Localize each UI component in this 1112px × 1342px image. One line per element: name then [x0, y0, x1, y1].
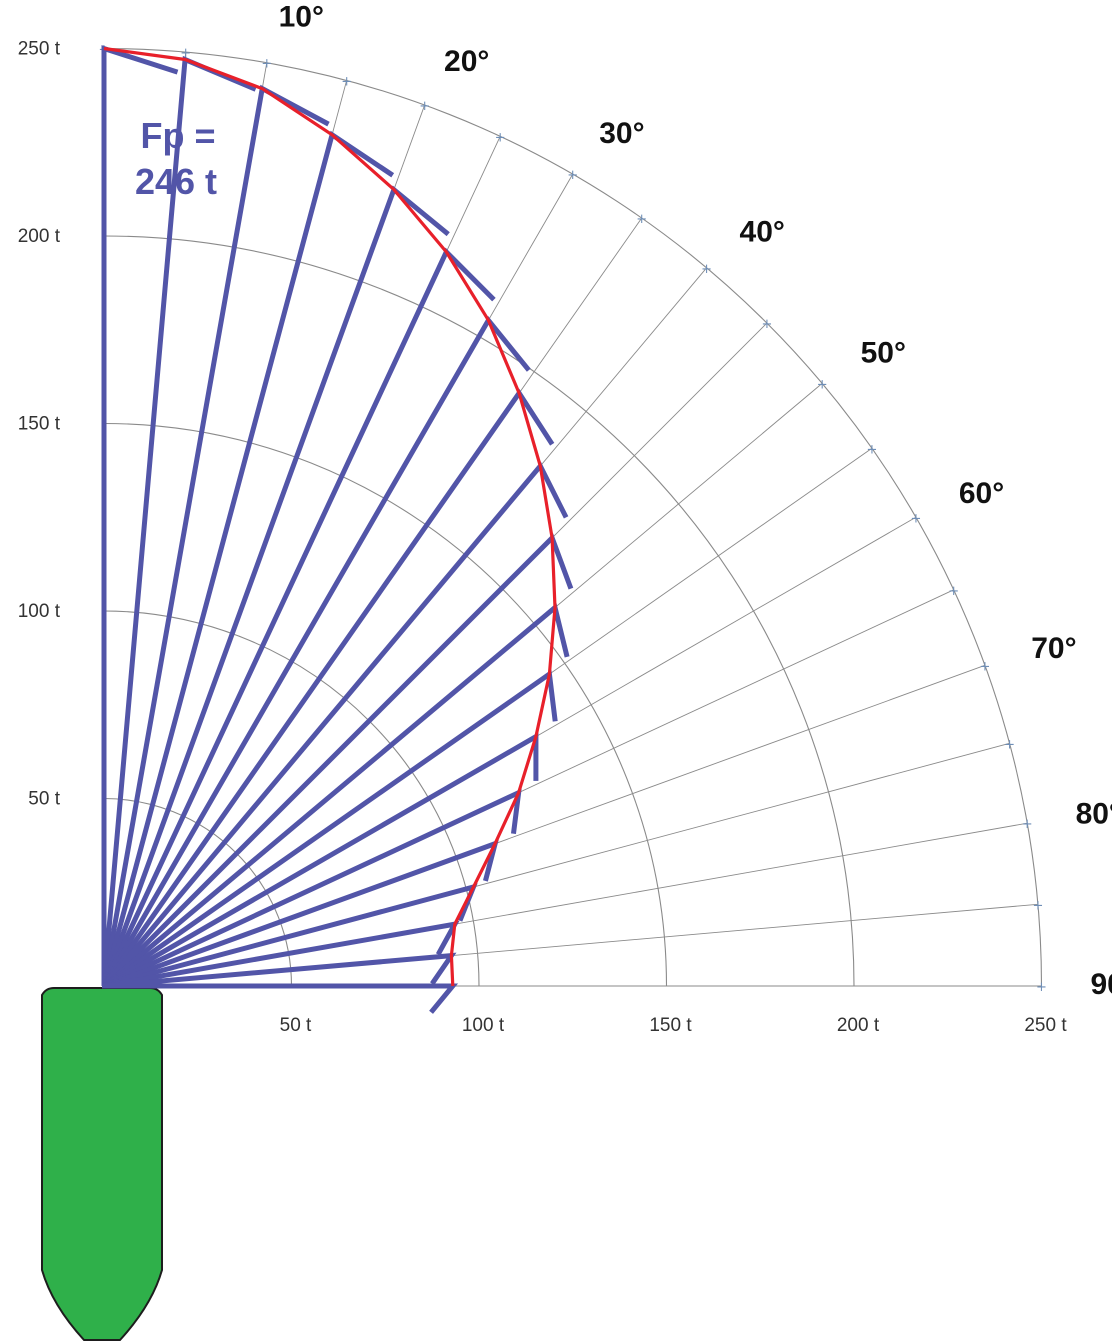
x-tick-label-50: 50 t — [280, 1015, 312, 1036]
spoke-end-mark-35: + — [636, 212, 647, 227]
spoke-end-mark-85: + — [1032, 898, 1043, 913]
spoke-end-mark-40: + — [701, 262, 712, 277]
x-tick-label-100: 100 t — [462, 1015, 505, 1036]
angle-label-60: 60° — [959, 477, 1004, 510]
angle-label-20: 20° — [444, 45, 489, 78]
x-tick-label-200: 200 t — [837, 1015, 880, 1036]
spoke-end-mark-20: + — [419, 99, 430, 114]
spoke-end-mark-25: + — [495, 130, 506, 145]
y-tick-label-50: 50 t — [28, 789, 60, 810]
spoke-end-mark-60: + — [910, 511, 921, 526]
force-envelope — [103, 46, 557, 987]
spoke-end-mark-80: + — [1022, 817, 1033, 832]
envelope-curve — [103, 46, 557, 987]
spoke-end-mark-50: + — [817, 377, 828, 392]
fp-label-line2: 246 t — [135, 161, 217, 202]
hull-shape — [41, 987, 163, 1341]
force-vector-45 — [102, 533, 574, 988]
y-tick-label-200: 200 t — [18, 226, 61, 247]
spoke-end-mark-15: + — [341, 74, 352, 89]
angle-label-10: 10° — [279, 0, 324, 33]
hull-outline — [41, 987, 163, 1341]
fp-annotation: Fp = 246 t — [135, 115, 217, 202]
angle-label-70: 70° — [1031, 632, 1076, 665]
angle-label-40: 40° — [740, 215, 785, 248]
x-tick-label-250: 250 t — [1024, 1015, 1067, 1036]
angle-label-30: 30° — [599, 117, 644, 150]
spoke-end-mark-65: + — [948, 584, 959, 599]
angle-label-80: 80° — [1076, 797, 1112, 830]
spoke-end-mark-55: + — [867, 442, 878, 457]
angle-label-50: 50° — [861, 336, 906, 369]
force-vector-35 — [101, 388, 555, 988]
spoke-end-mark-45: + — [761, 317, 772, 332]
spoke-end-mark-30: + — [567, 168, 578, 183]
y-tick-label-250: 250 t — [18, 39, 61, 60]
spoke-end-mark-10: + — [261, 57, 272, 72]
axis-labels: 50 t 50 t 100 t 100 t 150 t 150 t 200 t 200 t 25… — [18, 0, 1112, 1036]
x-tick-label-150: 150 t — [649, 1015, 692, 1036]
spoke-end-mark-5: + — [180, 46, 191, 61]
spoke-end-mark-90: + — [1036, 980, 1047, 995]
spoke-end-mark-70: + — [980, 659, 991, 674]
angle-label-90: 90° — [1091, 968, 1112, 1001]
spoke-end-mark-75: + — [1004, 737, 1015, 752]
angle-label-0: 0° — [98, 0, 127, 1]
y-tick-label-100: 100 t — [18, 601, 61, 622]
fp-label-line1: Fp = — [140, 115, 215, 156]
y-tick-label-150: 150 t — [18, 414, 61, 435]
